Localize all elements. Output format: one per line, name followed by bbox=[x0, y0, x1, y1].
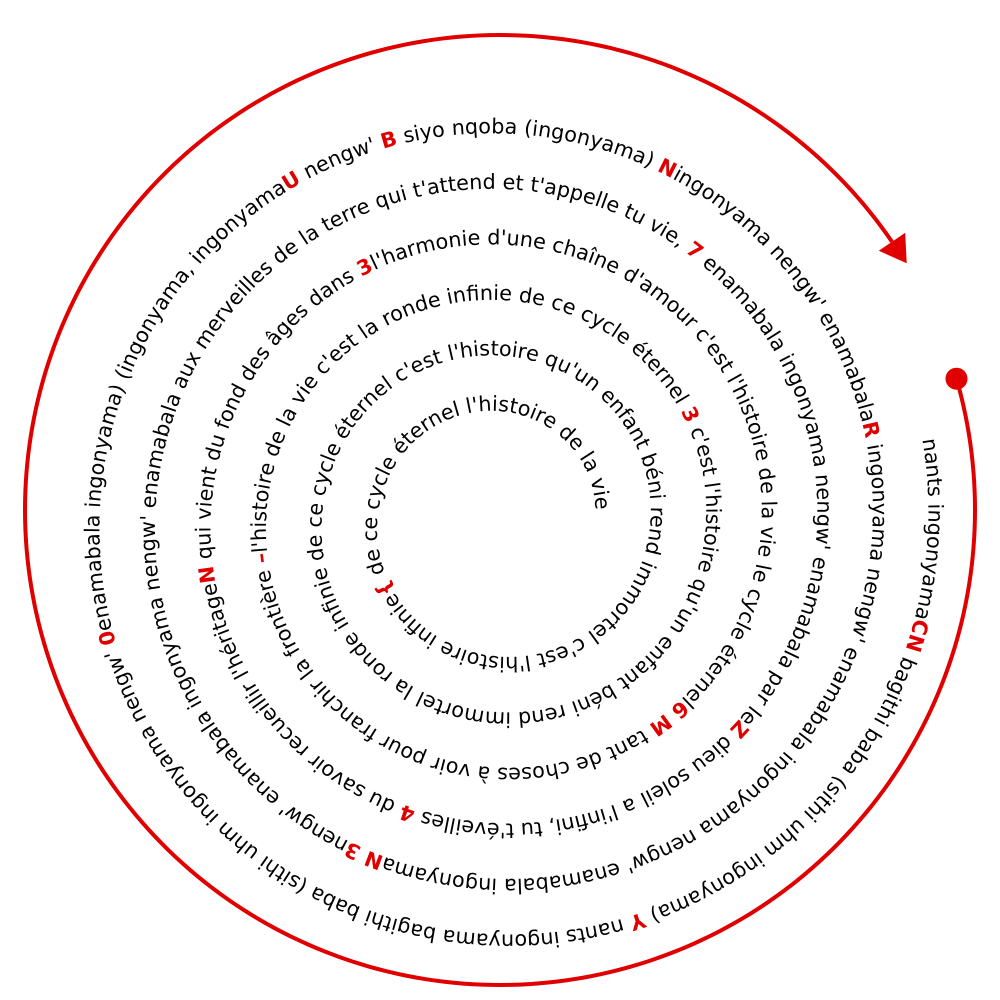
highlight-glyph: 0 bbox=[94, 628, 121, 648]
highlight-glyph: N bbox=[901, 631, 929, 655]
highlight-glyph: B bbox=[378, 126, 400, 153]
lyric-segment: nengw' bbox=[293, 130, 385, 186]
outer-ring-line bbox=[22, 32, 978, 988]
lyric-segment: nants ingonyama bbox=[910, 437, 948, 623]
spiral-lyrics: nants ingonyama C N bagithi baba (sithi uh… bbox=[80, 114, 947, 953]
highlight-glyph: C bbox=[906, 617, 933, 638]
highlight-glyph: – bbox=[248, 552, 273, 565]
lyric-segment: de ce cycle éternel l'histoire de la vie bbox=[358, 392, 615, 587]
start-dot-icon bbox=[945, 367, 968, 390]
highlight-glyph: R bbox=[857, 419, 884, 440]
lyric-segment: siyo nqoba (ingonyama) bbox=[394, 114, 664, 175]
lyric-segment: du savoir recueillir l'héritage bbox=[197, 581, 405, 822]
lyric-segment: ingonyama nengw' enamabala bbox=[670, 162, 881, 425]
arrowhead-icon bbox=[878, 232, 907, 264]
highlight-glyph: N bbox=[194, 564, 220, 585]
